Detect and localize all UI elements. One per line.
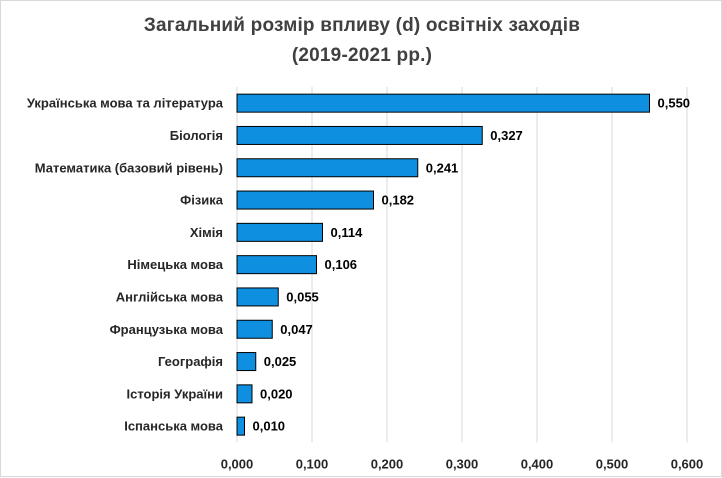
data-label: 0,114 bbox=[331, 225, 364, 240]
category-label: Математика (базовий рівень) bbox=[35, 160, 223, 175]
bar bbox=[236, 158, 419, 178]
category-label: Англійська мова bbox=[116, 289, 224, 304]
data-label: 0,550 bbox=[658, 96, 691, 111]
bar bbox=[236, 384, 253, 404]
data-label: 0,106 bbox=[325, 257, 358, 272]
x-tick-label: 0,600 bbox=[671, 456, 704, 471]
category-label: Українська мова та література bbox=[27, 96, 224, 111]
category-label: Історія України bbox=[127, 386, 224, 401]
data-label: 0,327 bbox=[490, 128, 523, 143]
bar bbox=[236, 190, 374, 210]
bar bbox=[236, 93, 650, 113]
category-label: Німецька мова bbox=[127, 257, 223, 272]
category-label: Фізика bbox=[180, 193, 224, 208]
bar bbox=[236, 352, 257, 372]
x-tick-label: 0,100 bbox=[296, 456, 329, 471]
chart-title-line1: Загальний розмір впливу (d) освітніх зах… bbox=[143, 15, 581, 36]
x-tick-label: 0,500 bbox=[596, 456, 629, 471]
bar bbox=[236, 319, 273, 339]
data-label: 0,241 bbox=[426, 160, 459, 175]
data-label: 0,055 bbox=[286, 289, 319, 304]
data-label: 0,020 bbox=[260, 386, 293, 401]
category-label: Французька мова bbox=[110, 322, 224, 337]
bar bbox=[236, 222, 323, 242]
bar bbox=[236, 125, 483, 145]
data-label: 0,025 bbox=[264, 354, 297, 369]
bar bbox=[236, 416, 245, 436]
x-tick-label: 0,300 bbox=[446, 456, 479, 471]
data-label: 0,047 bbox=[280, 322, 313, 337]
data-label: 0,010 bbox=[253, 419, 286, 434]
x-tick-label: 0,400 bbox=[521, 456, 554, 471]
x-tick-label: 0,000 bbox=[221, 456, 254, 471]
category-label: Іспанська мова bbox=[124, 419, 224, 434]
chart-title-line2: (2019-2021 рр.) bbox=[291, 45, 433, 66]
category-label: Географія bbox=[158, 354, 223, 369]
bar bbox=[236, 287, 279, 307]
category-label: Хімія bbox=[190, 225, 223, 240]
bar bbox=[236, 255, 317, 275]
x-tick-label: 0,200 bbox=[371, 456, 404, 471]
data-label: 0,182 bbox=[382, 193, 415, 208]
category-label: Біологія bbox=[170, 128, 223, 143]
